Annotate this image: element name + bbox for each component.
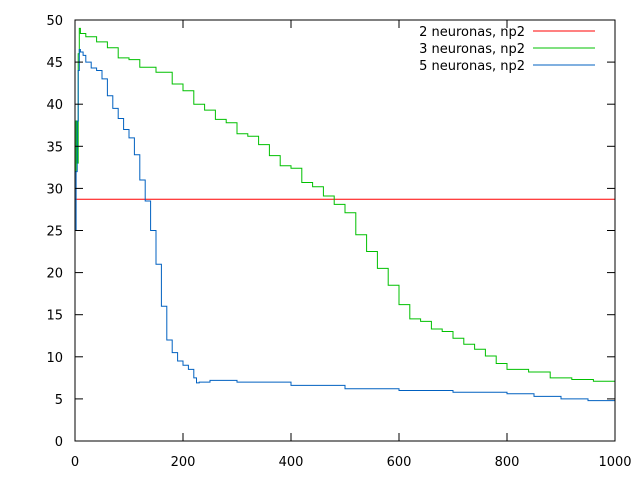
- series-layer: [75, 27, 616, 402]
- series-line-3: [75, 49, 616, 402]
- y-tick-label: 5: [55, 393, 63, 408]
- x-tick-label: 0: [71, 455, 79, 470]
- y-tick-label: 35: [46, 140, 63, 155]
- legend-label: 3 neuronas, np2: [419, 42, 525, 57]
- series-line-2: [75, 27, 616, 383]
- x-tick-label: 600: [387, 455, 412, 470]
- y-tick-label: 30: [46, 182, 63, 197]
- x-tick-label: 400: [279, 455, 304, 470]
- y-tick-label: 50: [46, 14, 63, 29]
- ticks-layer: 0 5 10 15 20 25 30 35 40 45 50 0 200 400 600 800 1000: [46, 14, 631, 470]
- y-tick-label: 45: [46, 56, 63, 71]
- y-tick-label: 10: [46, 351, 63, 366]
- x-tick-label: 800: [495, 455, 520, 470]
- y-tick-label: 15: [46, 309, 63, 324]
- legend-label: 2 neuronas, np2: [419, 25, 525, 40]
- y-tick-label: 0: [55, 435, 63, 450]
- x-tick-label: 200: [171, 455, 196, 470]
- y-tick-label: 20: [46, 267, 63, 282]
- x-tick-label: 1000: [598, 455, 631, 470]
- y-tick-label: 40: [46, 98, 63, 113]
- y-tick-label: 25: [46, 225, 63, 240]
- legend: 2 neuronas, np2 3 neuronas, np2 5 neuronas…: [419, 25, 595, 74]
- legend-label: 5 neuronas, np2: [419, 59, 525, 74]
